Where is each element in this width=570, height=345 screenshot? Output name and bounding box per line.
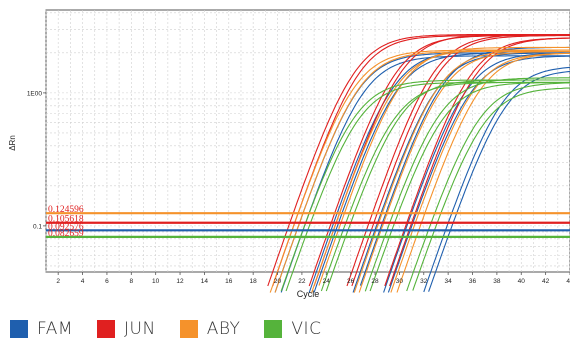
- x-tick-label: 36: [469, 278, 477, 285]
- x-tick-label: 32: [420, 278, 428, 285]
- x-tick-label: 20: [274, 278, 282, 285]
- x-tick-label: 16: [225, 278, 233, 285]
- legend-label-vic: VIC: [291, 319, 321, 339]
- legend-swatch-fam: [10, 320, 28, 338]
- x-tick-label: 28: [371, 278, 379, 285]
- y-tick-label: 0.1: [33, 223, 42, 230]
- x-tick-label: 8: [129, 278, 133, 285]
- x-axis-title: Cycle: [297, 289, 320, 299]
- threshold-label-aby: 0.124596: [48, 205, 84, 215]
- x-tick-label: 30: [396, 278, 404, 285]
- legend-item-aby: ABY: [180, 319, 241, 339]
- legend-swatch-jun: [97, 320, 115, 338]
- legend-swatch-aby: [180, 320, 198, 338]
- x-tick-label: 38: [493, 278, 501, 285]
- x-tick-label: 40: [518, 278, 526, 285]
- legend: FAM JUN ABY VIC: [10, 319, 345, 339]
- x-tick-label: 44: [566, 278, 570, 285]
- x-tick-label: 14: [201, 278, 209, 285]
- legend-label-aby: ABY: [207, 319, 241, 339]
- legend-label-jun: JUN: [124, 319, 156, 339]
- x-tick-label: 26: [347, 278, 355, 285]
- legend-label-fam: FAM: [37, 319, 73, 339]
- plot-area: [46, 10, 570, 272]
- y-axis-title: ΔRn: [8, 135, 17, 151]
- x-tick-label: 24: [323, 278, 331, 285]
- legend-item-fam: FAM: [10, 319, 73, 339]
- x-tick-label: 4: [81, 278, 85, 285]
- y-tick-label: 1E00: [27, 90, 43, 97]
- x-tick-label: 34: [445, 278, 453, 285]
- threshold-label-vic: 0.082659: [48, 229, 84, 239]
- x-tick-label: 12: [176, 278, 184, 285]
- x-tick-label: 42: [542, 278, 550, 285]
- x-tick-label: 6: [105, 278, 109, 285]
- x-tick-label: 10: [152, 278, 160, 285]
- legend-swatch-vic: [264, 320, 282, 338]
- x-tick-label: 2: [56, 278, 60, 285]
- legend-item-vic: VIC: [264, 319, 321, 339]
- x-tick-label: 18: [250, 278, 258, 285]
- x-tick-label: 22: [298, 278, 306, 285]
- legend-item-jun: JUN: [97, 319, 156, 339]
